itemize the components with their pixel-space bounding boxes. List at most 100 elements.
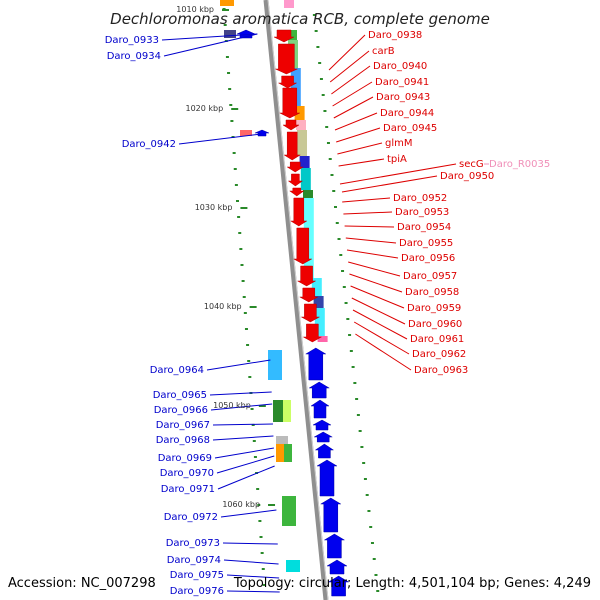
tick-label: 1050 kbp <box>213 401 251 410</box>
reverse-gene-arrow[interactable] <box>313 431 334 443</box>
annotation-block-3 <box>290 68 301 106</box>
gene-label-carb[interactable]: carB <box>372 46 395 57</box>
reverse-gene-arrow[interactable] <box>254 129 270 137</box>
minor-tick <box>367 510 371 512</box>
minor-tick <box>238 232 242 234</box>
reverse-annotation-block-5 <box>283 400 291 422</box>
minor-tick <box>362 462 366 464</box>
gene-label-daro-0942[interactable]: Daro_0942 <box>122 139 176 150</box>
gene-label-daro-0933[interactable]: Daro_0933 <box>105 35 159 46</box>
minor-tick <box>360 446 364 448</box>
annotation-block-5 <box>296 120 306 130</box>
gene-label-daro-0955[interactable]: Daro_0955 <box>399 238 453 249</box>
minor-tick <box>230 120 234 122</box>
tick-label: 1060 kbp <box>222 500 260 509</box>
reverse-gene-arrow[interactable] <box>316 459 338 497</box>
gene-label-daro-0963[interactable]: Daro_0963 <box>414 365 468 376</box>
leader-line <box>331 65 371 95</box>
forward-gene-arrow[interactable] <box>286 161 305 173</box>
gene-label-daro-0965[interactable]: Daro_0965 <box>153 390 207 401</box>
minor-tick <box>365 494 369 496</box>
forward-gene-arrow[interactable] <box>298 287 319 303</box>
forward-gene-arrow[interactable] <box>302 323 323 343</box>
major-tick <box>222 9 229 11</box>
minor-tick <box>337 238 341 240</box>
forward-gene-arrow[interactable] <box>289 197 308 227</box>
leader-line <box>345 237 397 244</box>
gene-label-daro-0969[interactable]: Daro_0969 <box>158 453 212 464</box>
minor-tick <box>234 184 238 186</box>
reverse-gene-arrow[interactable] <box>312 419 332 431</box>
gene-label-daro-r0035[interactable]: Daro_R0035 <box>489 159 550 170</box>
reverse-gene-arrow[interactable] <box>314 443 335 459</box>
gene-label-daro-0943[interactable]: Daro_0943 <box>376 92 430 103</box>
forward-gene-arrow[interactable] <box>277 75 298 89</box>
gene-label-daro-0941[interactable]: Daro_0941 <box>375 77 429 88</box>
minor-tick <box>341 270 345 272</box>
reverse-gene-arrow[interactable] <box>327 575 350 597</box>
gene-label-daro-0957[interactable]: Daro_0957 <box>403 271 457 282</box>
gene-label-daro-0958[interactable]: Daro_0958 <box>405 287 459 298</box>
gene-label-daro-0956[interactable]: Daro_0956 <box>401 253 455 264</box>
forward-gene-arrow[interactable] <box>275 43 298 75</box>
reverse-gene-arrow[interactable] <box>308 381 331 399</box>
minor-tick <box>314 30 318 32</box>
gene-label-daro-0953[interactable]: Daro_0953 <box>395 207 449 218</box>
leader-line <box>332 81 373 107</box>
gene-label-daro-0967[interactable]: Daro_0967 <box>156 420 210 431</box>
forward-gene-arrow[interactable] <box>282 119 300 131</box>
minor-tick <box>252 440 256 442</box>
reverse-gene-arrow[interactable] <box>326 559 348 575</box>
gene-label-daro-0934[interactable]: Daro_0934 <box>107 51 161 62</box>
leader-line <box>338 158 385 167</box>
gene-label-daro-0971[interactable]: Daro_0971 <box>161 484 215 495</box>
scale-tick-labels: 1010 kbp 1020 kbp 1030 kbp 1040 kbp 1050 kbp… <box>176 5 260 509</box>
major-tick <box>240 207 248 209</box>
reverse-annotation-track <box>220 0 300 572</box>
gene-label-daro-0972[interactable]: Daro_0972 <box>164 512 218 523</box>
gene-label-daro-0964[interactable]: Daro_0964 <box>150 365 204 376</box>
gene-label-daro-0960[interactable]: Daro_0960 <box>408 319 462 330</box>
reverse-gene-arrow[interactable] <box>319 497 342 533</box>
gene-label-daro-0970[interactable]: Daro_0970 <box>160 468 214 479</box>
gene-label-daro-0952[interactable]: Daro_0952 <box>393 193 447 204</box>
forward-gene-arrow[interactable] <box>296 265 317 287</box>
leader-line <box>163 33 258 57</box>
reverse-annotation-block-0 <box>220 0 234 6</box>
gene-label-daro-0975[interactable]: Daro_0975 <box>170 570 224 581</box>
forward-gene-arrow[interactable] <box>283 131 302 161</box>
tick-label: 1030 kbp <box>195 203 233 212</box>
leader-line <box>339 163 457 185</box>
reverse-gene-arrow[interactable] <box>323 533 346 559</box>
reverse-annotation-block-9 <box>282 496 296 526</box>
reverse-gene-arrow[interactable] <box>310 399 330 419</box>
gene-label-glmm[interactable]: glmM <box>385 138 413 149</box>
gene-label-daro-0959[interactable]: Daro_0959 <box>407 303 461 314</box>
forward-gene-arrow[interactable] <box>292 227 313 265</box>
gene-label-daro-0961[interactable]: Daro_0961 <box>410 334 464 345</box>
minor-tick <box>369 526 373 528</box>
gene-label-daro-0944[interactable]: Daro_0944 <box>380 108 434 119</box>
gene-label-daro-0968[interactable]: Daro_0968 <box>156 435 210 446</box>
gene-label-daro-0940[interactable]: Daro_0940 <box>373 61 427 72</box>
gene-label-secg[interactable]: secG <box>459 159 484 170</box>
gene-label-daro-0938[interactable]: Daro_0938 <box>368 30 422 41</box>
gene-label-daro-0966[interactable]: Daro_0966 <box>154 405 208 416</box>
gene-label-daro-0974[interactable]: Daro_0974 <box>167 555 221 566</box>
gene-label-daro-0945[interactable]: Daro_0945 <box>383 123 437 134</box>
forward-gene-arrow[interactable] <box>289 187 305 197</box>
gene-label-daro-0962[interactable]: Daro_0962 <box>412 349 466 360</box>
forward-gene-arrow[interactable] <box>273 29 295 43</box>
major-tick <box>231 108 239 110</box>
forward-gene-arrow[interactable] <box>300 303 321 323</box>
gene-label-daro-0950[interactable]: Daro_0950 <box>440 171 494 182</box>
forward-gene-arrow[interactable] <box>287 173 304 187</box>
reverse-gene-arrow[interactable] <box>304 347 327 381</box>
gene-label-daro-0954[interactable]: Daro_0954 <box>397 222 451 233</box>
minor-tick <box>229 104 233 106</box>
gene-label-daro-0976[interactable]: Daro_0976 <box>170 586 224 597</box>
forward-gene-arrow[interactable] <box>279 87 300 119</box>
gene-label-daro-0973[interactable]: Daro_0973 <box>166 538 220 549</box>
gene-label-tpia[interactable]: tpiA <box>387 154 407 165</box>
